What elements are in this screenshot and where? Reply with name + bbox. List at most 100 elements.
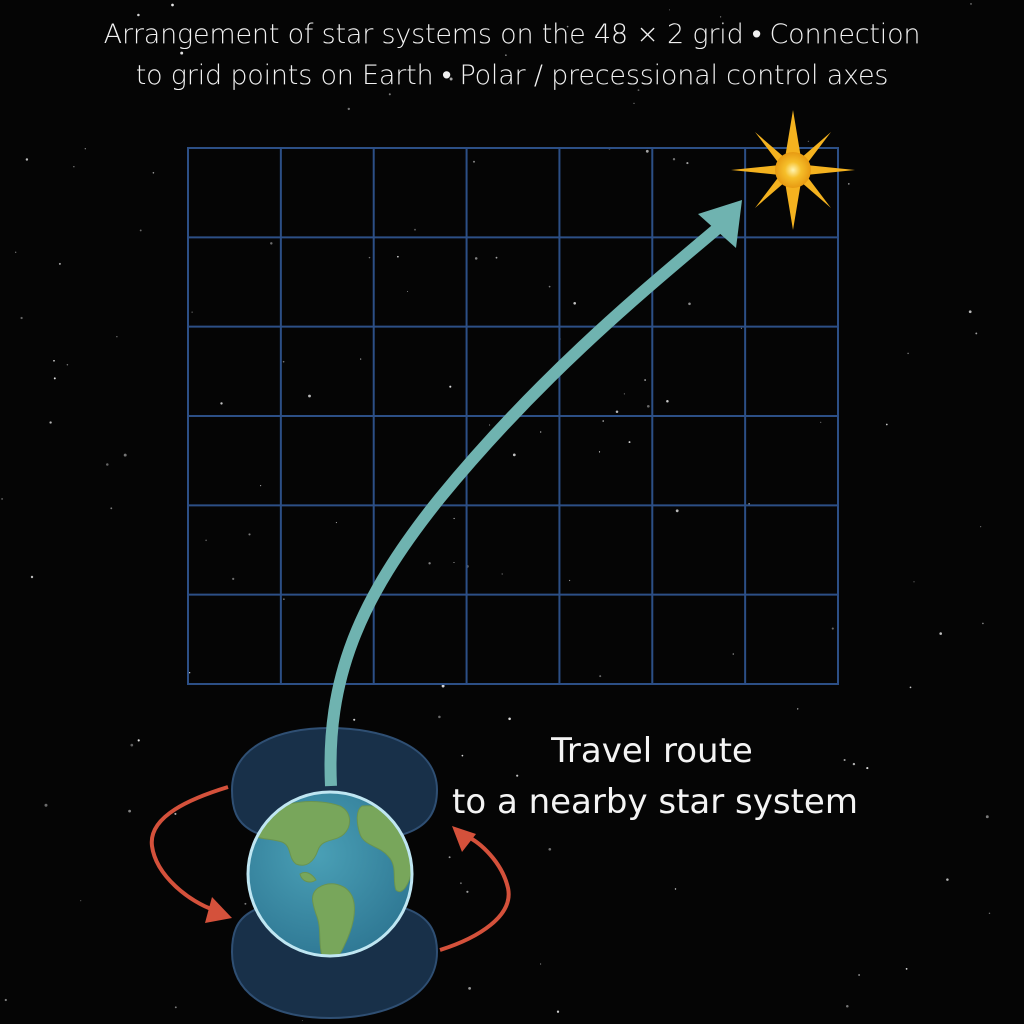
background-star [628,441,631,444]
background-star [15,251,17,253]
background-star [907,352,909,355]
background-star [719,16,722,18]
background-star [137,13,140,17]
background-star [982,622,984,625]
route-arrow [324,200,742,787]
rotation-arrow-left [149,785,232,923]
background-star [505,54,507,56]
background-star [407,291,409,292]
background-star [602,420,604,422]
background-star [548,285,551,288]
background-star [988,912,991,915]
background-star [975,332,978,335]
background-star [913,581,915,583]
background-star [453,561,455,564]
background-star [508,717,511,721]
earth-globe-icon [246,790,414,958]
background-star [905,968,908,970]
background-star [599,675,602,678]
background-star [270,242,273,245]
background-star [637,89,640,91]
background-star [568,579,571,582]
background-star [858,974,860,976]
background-star [489,424,491,426]
background-star [448,856,451,859]
background-star [180,51,184,55]
background-star [598,451,601,453]
background-star [852,762,856,766]
background-star [675,509,679,513]
background-star [644,379,646,381]
background-star [110,507,113,510]
background-star [501,573,503,575]
title-line-1: Arrangement of star systems on the 48 × … [103,19,921,50]
background-star [807,140,810,143]
background-star [428,562,431,565]
background-star [335,522,337,524]
background-star [846,1004,849,1008]
background-star [49,421,52,424]
background-star [174,812,177,815]
background-star [244,902,247,905]
background-star [338,29,340,31]
background-star [623,393,625,395]
background-star [139,229,142,232]
background-star [573,301,577,305]
background-star [388,93,391,96]
background-star [939,632,942,635]
background-star [308,394,311,398]
background-star [128,809,132,813]
background-star [106,463,109,466]
background-star [30,575,34,579]
background-star [283,598,285,600]
background-star [260,485,262,487]
background-star [173,39,175,41]
background-star [25,158,29,161]
background-star [368,256,371,259]
background-star [441,684,445,688]
background-star [232,577,235,581]
route-label: Travel route to a nearby star system [452,726,858,828]
background-star [468,987,471,990]
route-label-line-1: Travel route [551,731,753,771]
background-star [646,404,650,408]
background-star [566,25,569,28]
background-star [946,878,949,881]
background-star [968,310,972,314]
star-icon [731,110,855,230]
background-star [672,158,676,161]
background-star [171,3,174,7]
background-star [740,327,742,329]
background-star [188,671,191,674]
background-star [459,882,462,885]
background-star [847,183,850,185]
background-star [4,998,7,1002]
background-star [282,360,285,363]
background-star [1,497,4,500]
background-star [73,166,75,168]
background-star [540,963,542,965]
background-star [495,256,498,259]
background-star [732,653,735,655]
background-star [668,9,671,11]
route-label-line-2: to a nearby star system [452,782,858,822]
background-star [820,421,822,423]
background-star [985,815,989,819]
background-star [980,526,982,528]
background-star [615,410,619,414]
background-star [360,358,362,360]
background-star [53,377,56,380]
background-star [191,311,193,313]
background-star [53,359,55,362]
background-star [58,262,61,265]
background-star [548,847,552,851]
title-line-2: to grid points on Earth • Polar / preces… [135,60,889,91]
background-star [688,302,691,306]
background-star [449,385,452,388]
diagram-title: Arrangement of star systems on the 48 × … [40,14,984,96]
background-star [80,900,82,902]
background-star [66,364,69,366]
background-star [474,257,478,260]
